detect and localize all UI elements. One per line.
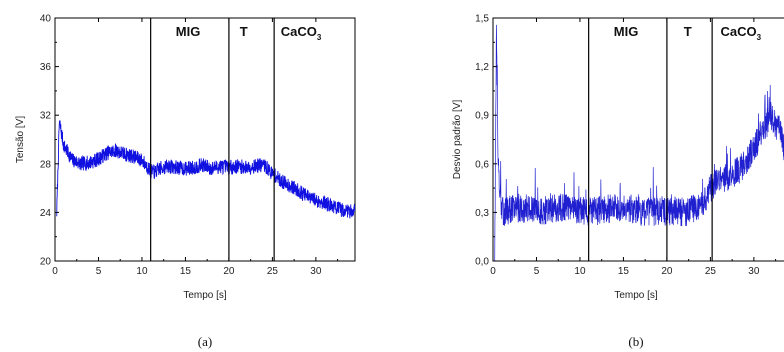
chart-a-x-ticks: 0 5 10 15 20 25 30 xyxy=(52,18,339,277)
y-tick-label: 0,6 xyxy=(475,159,489,170)
series-line xyxy=(494,24,784,261)
y-tick-label: 28 xyxy=(40,159,52,170)
chart-a-phase-labels: MIG T CaCO3 xyxy=(176,24,322,42)
chart-a: MIG T CaCO3 0 5 10 15 20 25 30 20 24 28 32 36 40 Temp… xyxy=(15,14,356,349)
y-tick-label: 40 xyxy=(40,14,52,25)
x-tick-label: 15 xyxy=(180,266,192,277)
y-tick-label: 1,2 xyxy=(475,62,489,73)
chart-a-series xyxy=(56,120,355,219)
x-tick-label: 10 xyxy=(136,266,148,277)
chart-a-xlabel: Tempo [s] xyxy=(183,290,227,301)
chart-a-phase-lines xyxy=(150,18,275,261)
x-tick-label: 20 xyxy=(223,266,235,277)
chart-a-ylabel: Tensão [V] xyxy=(15,116,26,163)
y-tick-label: 20 xyxy=(40,257,52,268)
chart-b-frame xyxy=(492,17,784,262)
x-tick-label: 20 xyxy=(661,266,673,277)
chart-b-phase-lines xyxy=(588,18,713,261)
y-tick-label: 32 xyxy=(40,111,52,122)
x-tick-label: 30 xyxy=(310,266,322,277)
y-tick-label: 36 xyxy=(40,62,52,73)
x-tick-label: 25 xyxy=(705,266,717,277)
chart-b-xlabel: Tempo [s] xyxy=(614,290,658,301)
x-tick-label: 5 xyxy=(96,266,102,277)
chart-b-phase-labels: MIG T CaCO3 xyxy=(614,24,762,42)
x-tick-label: 0 xyxy=(52,266,58,277)
phase-label-subscript: 3 xyxy=(317,33,322,42)
x-tick-label: 0 xyxy=(490,266,496,277)
phase-label-subscript: 3 xyxy=(757,33,762,42)
x-tick-label: 15 xyxy=(618,266,630,277)
chart-b-series xyxy=(494,24,784,261)
chart-b-ylabel: Desvio padrão [V] xyxy=(452,100,463,180)
series-line xyxy=(56,120,355,219)
phase-label: T xyxy=(684,24,692,39)
y-tick-label: 0,9 xyxy=(475,111,489,122)
y-tick-label: 1,5 xyxy=(475,14,489,25)
chart-b-caption: (b) xyxy=(628,334,643,349)
chart-a-y-ticks: 20 24 28 32 36 40 xyxy=(40,14,59,268)
x-tick-label: 10 xyxy=(574,266,586,277)
x-tick-label: 5 xyxy=(534,266,540,277)
chart-b-y-ticks: 0,0 0,3 0,6 0,9 1,2 1,5 xyxy=(475,14,497,268)
phase-label: MIG xyxy=(176,24,201,39)
chart-b: MIG T CaCO3 0 5 10 15 20 25 30 0,0 0,3 0,6 0,9 1,2 1,… xyxy=(452,14,784,349)
chart-b-x-ticks: 0 5 10 15 20 25 30 xyxy=(490,18,777,277)
y-tick-label: 0,0 xyxy=(475,257,489,268)
phase-label: MIG xyxy=(614,24,639,39)
chart-a-frame xyxy=(54,17,356,262)
y-tick-label: 24 xyxy=(40,208,52,219)
phase-label: CaCO3 xyxy=(281,24,322,42)
x-tick-label: 25 xyxy=(267,266,279,277)
phase-label: T xyxy=(240,24,248,39)
y-tick-label: 0,3 xyxy=(475,208,489,219)
chart-a-caption: (a) xyxy=(198,334,212,349)
phase-label: CaCO3 xyxy=(721,24,762,42)
x-tick-label: 30 xyxy=(748,266,760,277)
